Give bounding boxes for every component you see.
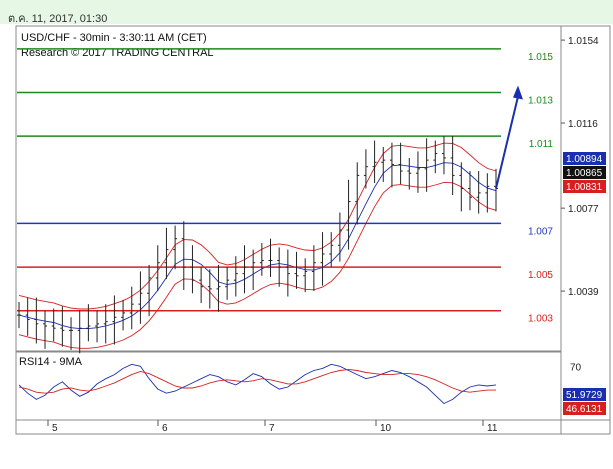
chart-subtitle: Research © 2017 TRADING CENTRAL: [21, 47, 214, 59]
rsi-lines: 70 51.9729 46.6131: [18, 362, 606, 415]
price-box-2: [563, 180, 606, 193]
price-box-label-2: 1.00831: [566, 182, 603, 193]
price-boxes: 1.00894 1.00865 1.00831: [563, 152, 606, 193]
level-label-3: 1.007: [528, 226, 553, 237]
price-box-1: [563, 166, 606, 179]
price-tick-label-1: 1.0116: [568, 119, 598, 130]
rsi-box-label-1: 46.6131: [566, 404, 603, 415]
price-box-0: [563, 152, 606, 165]
price-box-label-0: 1.00894: [566, 154, 603, 165]
level-label-0: 1.015: [528, 52, 553, 63]
price-tick-label-0: 1.0154: [568, 36, 599, 47]
time-tick-label-3: 10: [380, 423, 392, 434]
bollinger-bands: [18, 142, 497, 349]
date-header-bar: ต.ค. 11, 2017, 01:30: [0, 0, 613, 25]
forecast-arrow-shaft: [495, 96, 519, 189]
price-axis-labels: 1.0154 1.0116 1.0077 1.0039: [561, 36, 599, 298]
price-bars: [17, 136, 498, 354]
time-tick-label-0: 5: [52, 423, 58, 434]
main-plot-frame: [15, 25, 562, 352]
forecast-arrow: [495, 85, 523, 189]
date-label: ต.ค. 11, 2017, 01:30: [8, 13, 108, 25]
level-label-4: 1.005: [528, 270, 553, 281]
time-tick-label-2: 7: [269, 423, 275, 434]
price-tick-label-2: 1.0077: [568, 204, 599, 215]
rsi-box-label-0: 51.9729: [566, 390, 603, 401]
rsi-title: RSI14 - 9MA: [19, 356, 83, 368]
time-axis-labels: 5 6 7 10 11: [47, 420, 498, 434]
level-label-2: 1.011: [529, 139, 554, 150]
price-box-label-1: 1.00865: [566, 168, 603, 179]
rsi-series-line-1: [18, 368, 496, 394]
rsi-box-1: [563, 402, 606, 415]
support-resistance-levels: 1.015 1.013 1.011 1.007 1.005 1.003: [17, 48, 554, 325]
forecast-arrow-head: [513, 85, 523, 100]
rsi-tick-label-0: 70: [570, 362, 582, 373]
outer-frame: [15, 25, 611, 435]
bollinger-upper-line: [18, 142, 497, 310]
rsi-box-0: [563, 388, 606, 401]
level-label-5: 1.003: [528, 314, 553, 325]
time-tick-label-4: 11: [487, 423, 498, 434]
rsi-series-line-0: [18, 363, 497, 405]
price-tick-label-3: 1.0039: [568, 287, 599, 298]
chart-title: USD/CHF - 30min - 3:30:11 AM (CET): [21, 32, 207, 44]
bollinger-lower-line: [18, 181, 497, 349]
level-label-1: 1.013: [528, 95, 553, 106]
moving-average-line: [18, 162, 497, 330]
time-tick-label-1: 6: [162, 423, 168, 434]
